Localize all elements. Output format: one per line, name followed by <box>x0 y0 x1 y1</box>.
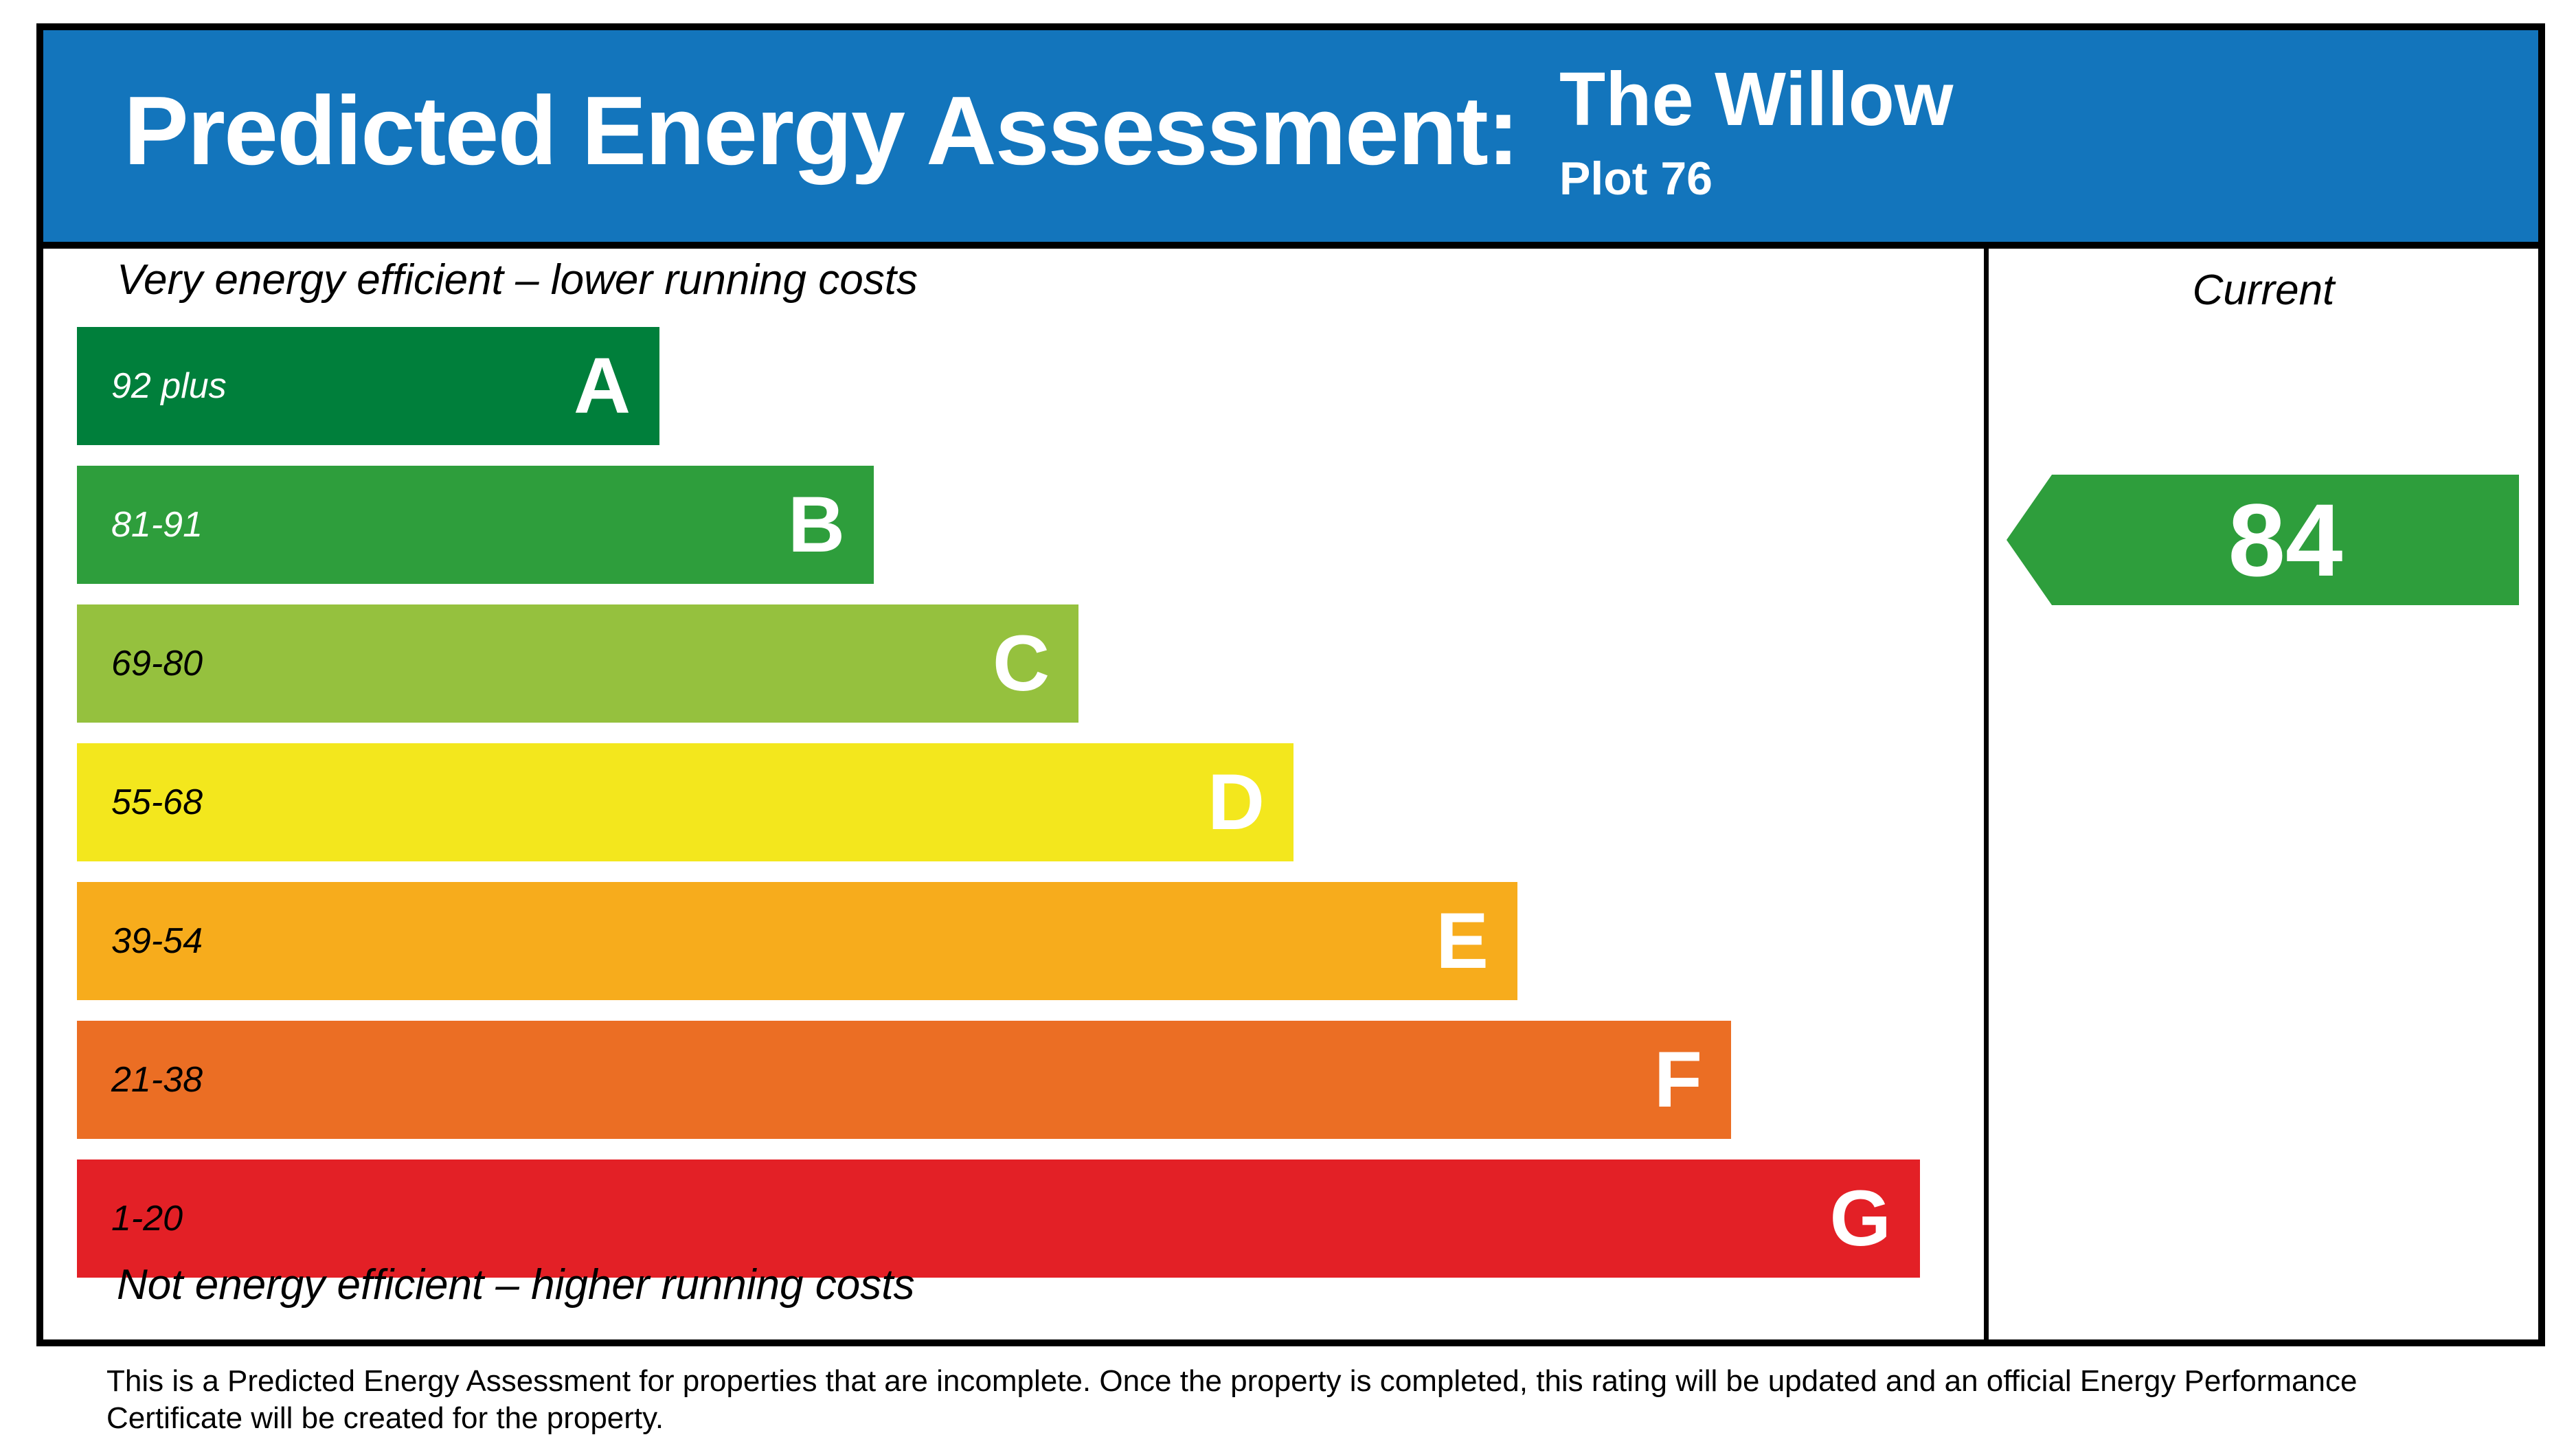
epc-band-B: 81-91 B <box>77 466 874 584</box>
band-letter: E <box>1436 896 1489 985</box>
band-letter: C <box>992 619 1050 708</box>
epc-certificate-box: Predicted Energy Assessment: The Willow … <box>36 23 2545 1346</box>
current-rating-value: 84 <box>2228 482 2343 598</box>
band-letter: F <box>1653 1035 1702 1124</box>
band-range-label: 55-68 <box>111 782 203 822</box>
band-range-label: 81-91 <box>111 505 203 545</box>
top-efficiency-caption: Very energy efficient – lower running co… <box>117 256 918 304</box>
certificate-header: Predicted Energy Assessment: The Willow … <box>43 30 2538 249</box>
page-title: Predicted Energy Assessment: <box>124 76 1519 185</box>
band-letter: G <box>1829 1174 1891 1263</box>
band-letter: B <box>787 480 845 569</box>
current-rating-arrow: 84 <box>2007 475 2519 605</box>
band-range-label: 69-80 <box>111 644 203 683</box>
bottom-efficiency-caption: Not energy efficient – higher running co… <box>117 1261 915 1309</box>
epc-band-F: 21-38 F <box>77 1021 1731 1139</box>
footer-disclaimer: This is a Predicted Energy Assessment fo… <box>106 1363 2357 1437</box>
epc-band-A: 92 plus A <box>77 327 659 445</box>
band-letter: D <box>1207 758 1265 846</box>
property-name: The Willow <box>1559 57 1954 142</box>
epc-band-E: 39-54 E <box>77 882 1517 1000</box>
footer-disclaimer-line-1: This is a Predicted Energy Assessment fo… <box>106 1364 2358 1398</box>
property-plot-number: Plot 76 <box>1559 152 1713 205</box>
band-range-label: 21-38 <box>111 1060 203 1100</box>
current-column-header: Current <box>2192 267 2335 314</box>
footer-disclaimer-line-2: Certificate will be created for the prop… <box>106 1401 664 1435</box>
band-letter: A <box>573 341 631 430</box>
current-column-divider <box>1984 249 1989 1339</box>
band-range-label: 1-20 <box>111 1199 183 1238</box>
epc-band-G: 1-20 G <box>77 1159 1920 1278</box>
band-range-label: 39-54 <box>111 921 203 961</box>
property-block: The Willow Plot 76 <box>1559 57 1954 205</box>
epc-band-D: 55-68 D <box>77 743 1293 861</box>
band-range-label: 92 plus <box>111 366 227 406</box>
epc-band-C: 69-80 C <box>77 604 1078 723</box>
